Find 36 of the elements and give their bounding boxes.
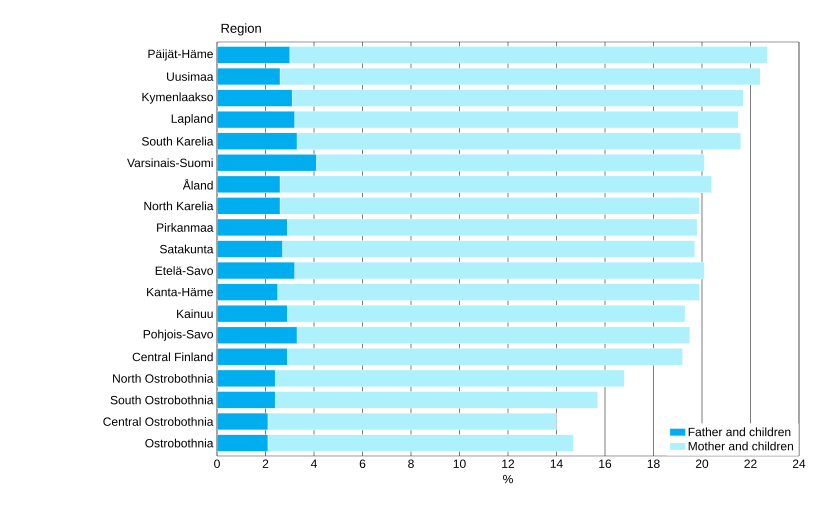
x-tick-label: 2 xyxy=(262,460,268,468)
x-tick-label: 8 xyxy=(408,460,414,468)
x-tick-label: 6 xyxy=(360,460,366,468)
y-tick-label: North Karelia xyxy=(144,201,214,210)
legend-label: Mother and children xyxy=(688,442,793,450)
x-tick-label: 14 xyxy=(550,460,563,468)
x-tick-label: 16 xyxy=(599,460,612,468)
x-tick-label: 12 xyxy=(502,460,514,468)
y-tick-label: South Ostrobothnia xyxy=(110,396,214,404)
y-tick-label: Pohjois-Savo xyxy=(144,330,213,341)
y-axis-title: Region xyxy=(222,23,261,36)
y-tick-label: Satakunta xyxy=(160,244,214,254)
y-tick-label: Pirkanmaa xyxy=(157,223,214,232)
x-tick-label: 20 xyxy=(696,460,708,468)
y-tick-label: Päijät-Häme xyxy=(148,49,213,61)
y-tick-label: Uusimaa xyxy=(167,72,214,81)
y-tick-label: Central Ostrobothnia xyxy=(103,417,214,426)
y-tick-label: Kymenlaakso xyxy=(142,92,213,104)
y-tick-label: Varsinais-Suomi xyxy=(127,158,213,168)
x-tick-label: 18 xyxy=(648,460,660,468)
y-tick-label: Lapland xyxy=(172,114,213,126)
x-tick-label: 10 xyxy=(454,460,466,468)
y-tick-label: South Karelia xyxy=(142,136,214,146)
x-tick-label: 24 xyxy=(792,460,806,468)
x-tick-label: 0 xyxy=(214,460,220,468)
y-tick-label: Etelä-Savo xyxy=(156,266,213,275)
x-tick-label: 4 xyxy=(310,460,317,468)
x-tick-label: 22 xyxy=(744,460,757,468)
legend-label: Father and children xyxy=(688,427,790,436)
y-tick-label: Åland xyxy=(182,179,213,190)
y-tick-label: Central Finland xyxy=(132,352,213,362)
y-tick-label: Kainuu xyxy=(177,309,213,318)
y-tick-label: Kanta-Häme xyxy=(147,288,213,296)
y-tick-label: North Ostrobothnia xyxy=(113,374,214,383)
x-axis-title: % xyxy=(503,474,513,484)
y-tick-label: Ostrobothnia xyxy=(145,438,214,448)
